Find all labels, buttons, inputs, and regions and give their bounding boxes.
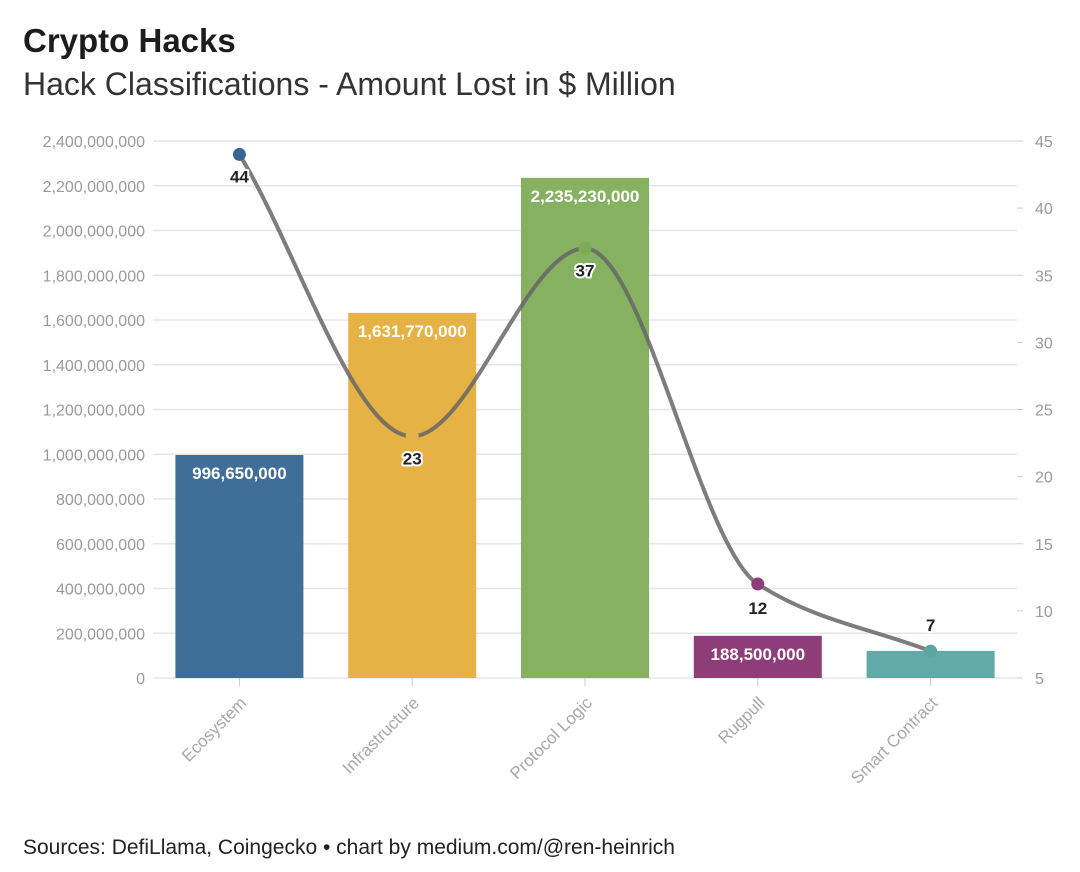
right-axis-tick-label: 10 (1035, 604, 1053, 621)
count-value-label: 37 (576, 261, 595, 280)
count-value-label: 7 (926, 616, 935, 635)
bar-value-label: 996,650,000 (192, 464, 287, 483)
bar-1 (348, 312, 477, 678)
source-footnote: Sources: DefiLlama, Coingecko • chart by… (23, 836, 675, 859)
count-marker (405, 429, 419, 443)
left-axis-tick-label: 1,400,000,000 (43, 358, 145, 375)
count-marker (578, 241, 592, 255)
category-label: Infrastructure (339, 693, 423, 777)
left-axis-tick-label: 1,600,000,000 (43, 313, 145, 330)
left-axis-tick-label: 1,000,000,000 (43, 447, 145, 464)
count-marker (751, 577, 765, 591)
chart-subtitle: Hack Classifications - Amount Lost in $ … (23, 66, 676, 102)
bar-3 (693, 635, 822, 678)
left-axis-tick-label: 800,000,000 (56, 492, 145, 509)
bar-0 (175, 454, 304, 678)
left-axis-tick-label: 2,400,000,000 (43, 134, 145, 151)
left-axis-tick-label: 0 (136, 671, 145, 688)
bar-2 (521, 177, 649, 678)
chart-title: Crypto Hacks (23, 22, 236, 59)
right-axis-tick-label: 5 (1035, 671, 1044, 688)
right-axis-tick-label: 25 (1035, 403, 1053, 420)
count-value-label: 44 (230, 167, 249, 186)
left-axis-tick-label: 600,000,000 (56, 537, 145, 554)
category-label: Rugpull (714, 693, 768, 747)
left-axis-tick-label: 1,800,000,000 (43, 268, 145, 285)
right-axis-tick-label: 20 (1035, 470, 1053, 487)
right-axis-tick-label: 35 (1035, 268, 1053, 285)
bar-value-label: 2,235,230,000 (531, 187, 640, 206)
left-axis-tick-label: 1,200,000,000 (43, 403, 145, 420)
count-value-label: 23 (403, 449, 422, 468)
category-label: Protocol Logic (506, 693, 596, 783)
right-axis-tick-label: 45 (1035, 134, 1053, 151)
category-label: Smart Contract (847, 693, 941, 787)
left-axis-tick-label: 2,000,000,000 (43, 224, 145, 241)
count-value-label: 12 (748, 599, 767, 618)
right-axis-tick-label: 40 (1035, 201, 1053, 218)
left-axis-tick-label: 2,200,000,000 (43, 179, 145, 196)
count-marker (924, 644, 938, 658)
bar-value-label: 188,500,000 (711, 645, 806, 664)
bar-value-label: 1,631,770,000 (358, 322, 467, 341)
right-axis-tick-label: 15 (1035, 537, 1053, 554)
left-axis-tick-label: 200,000,000 (56, 626, 145, 643)
count-marker (232, 147, 246, 161)
left-axis-tick-label: 400,000,000 (56, 582, 145, 599)
category-label: Ecosystem (178, 693, 250, 765)
right-axis-tick-label: 30 (1035, 335, 1053, 352)
